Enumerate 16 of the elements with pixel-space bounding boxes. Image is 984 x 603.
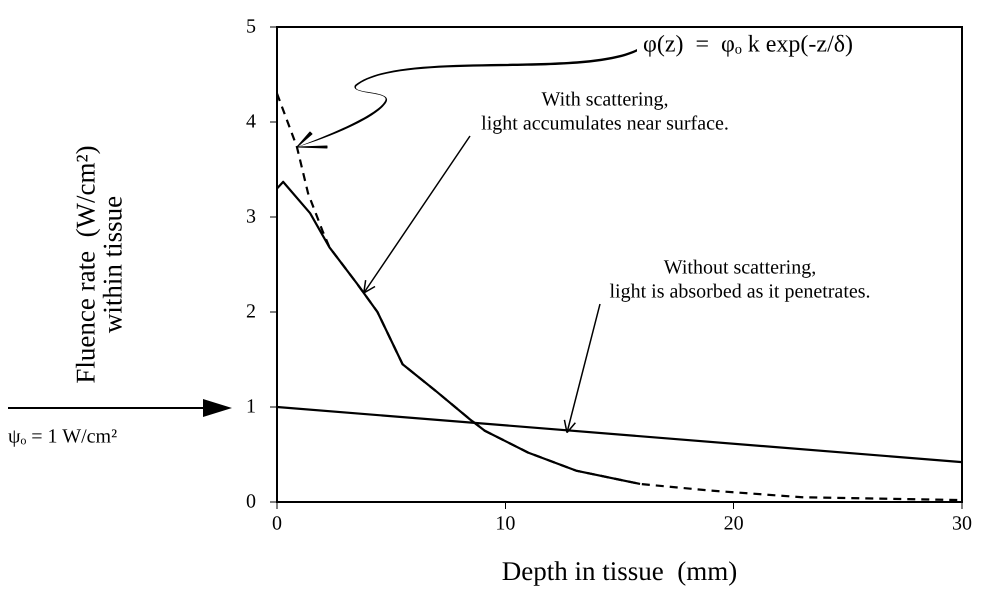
x-tick-label: 20: [724, 512, 744, 534]
x-tick-label: 0: [272, 512, 282, 534]
y-tick-label: 2: [246, 300, 256, 322]
annotation: φ(z) = φₒ k exp(-z/δ): [642, 31, 854, 58]
y-tick-label: 0: [246, 490, 256, 512]
text: ψₒ = 1 W/cm²: [8, 425, 118, 448]
x-tick-label: 10: [495, 512, 516, 534]
annotation: With scattering, light accumulates near surface.: [481, 88, 729, 134]
annotation: Without scattering, light is absorbed as it penetrates.: [609, 256, 871, 302]
y-tick-label: 4: [246, 110, 256, 132]
y-tick-label: 5: [246, 15, 256, 38]
y-tick-label: 3: [246, 205, 256, 228]
x-tick-label: 30: [952, 512, 972, 534]
y-tick-label: 1: [246, 395, 256, 418]
y-axis-title: Fluence rate (W/cm²) within tissue: [70, 145, 128, 384]
x-axis-title: Depth in tissue (mm): [502, 556, 738, 586]
